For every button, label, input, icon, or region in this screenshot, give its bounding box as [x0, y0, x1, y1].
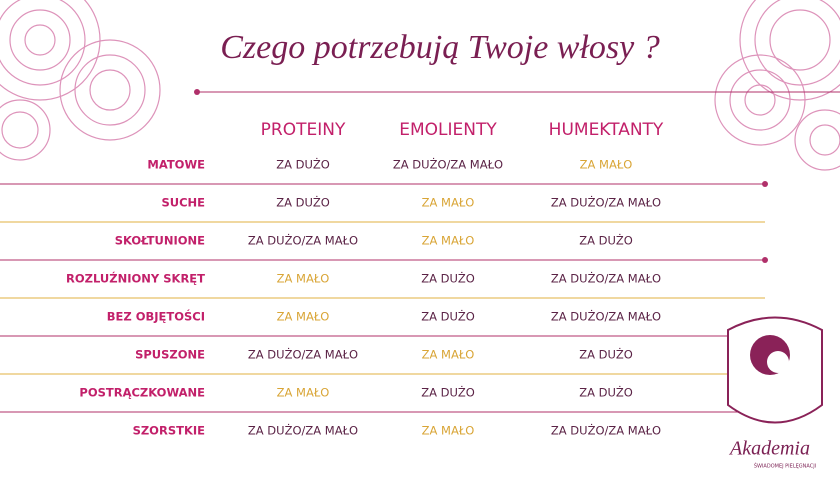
row-label: SKOŁTUNIONE	[115, 234, 205, 248]
decoration-right	[714, 0, 840, 171]
row-label: BEZ OBJĘTOŚCI	[107, 309, 205, 324]
cell: ZA MAŁO	[422, 348, 475, 362]
cell: ZA MAŁO	[277, 310, 330, 324]
row-label: ROZLUŹNIONY SKRĘT	[66, 271, 205, 286]
rule-dot	[194, 89, 200, 95]
separator-dot	[762, 257, 768, 263]
cell: ZA DUŻO	[579, 347, 633, 362]
cell: ZA MAŁO	[422, 196, 475, 210]
cell: ZA MAŁO	[422, 424, 475, 438]
cell: ZA DUŻO	[276, 195, 330, 210]
logo-face	[767, 351, 789, 373]
decoration-left	[0, 0, 161, 161]
title: Czego potrzebują Twoje włosy ?	[220, 29, 660, 66]
logo: Akademia ŚWIADOMEJ PIELĘGNACJI	[727, 316, 823, 470]
column-header: EMOLIENTY	[399, 120, 497, 140]
row-label: MATOWE	[147, 158, 205, 172]
cell: ZA DUŻO/ZA MAŁO	[248, 233, 358, 248]
row-label: SUCHE	[161, 196, 205, 210]
column-header: PROTEINY	[261, 120, 346, 140]
cell: ZA DUŻO/ZA MAŁO	[551, 423, 661, 438]
cell: ZA DUŻO	[579, 385, 633, 400]
cell: ZA MAŁO	[277, 386, 330, 400]
cell: ZA DUŻO/ZA MAŁO	[551, 195, 661, 210]
logo-tagline: ŚWIADOMEJ PIELĘGNACJI	[754, 463, 816, 470]
cell: ZA DUŻO	[276, 157, 330, 172]
cell: ZA MAŁO	[277, 272, 330, 286]
cell: ZA DUŻO/ZA MAŁO	[248, 423, 358, 438]
row-label: POSTRĄCZKOWANE	[79, 386, 205, 400]
cell: ZA DUŻO	[421, 271, 475, 286]
cell: ZA DUŻO/ZA MAŁO	[551, 309, 661, 324]
row-label: SPUSZONE	[135, 348, 205, 362]
column-header: HUMEKTANTY	[549, 120, 664, 140]
cell: ZA MAŁO	[422, 234, 475, 248]
logo-name: Akademia	[728, 438, 810, 460]
cell: ZA DUŻO	[421, 309, 475, 324]
cell: ZA DUŻO/ZA MAŁO	[248, 347, 358, 362]
cell: ZA DUŻO	[579, 233, 633, 248]
cell: ZA DUŻO	[421, 385, 475, 400]
separator-dot	[762, 181, 768, 187]
cell: ZA DUŻO/ZA MAŁO	[551, 271, 661, 286]
cell: ZA MAŁO	[580, 158, 633, 172]
row-label: SZORSTKIE	[133, 424, 206, 438]
cell: ZA DUŻO/ZA MAŁO	[393, 157, 503, 172]
table: PROTEINY EMOLIENTY HUMEKTANTY MATOWE ZA DUŻO…	[0, 120, 768, 438]
